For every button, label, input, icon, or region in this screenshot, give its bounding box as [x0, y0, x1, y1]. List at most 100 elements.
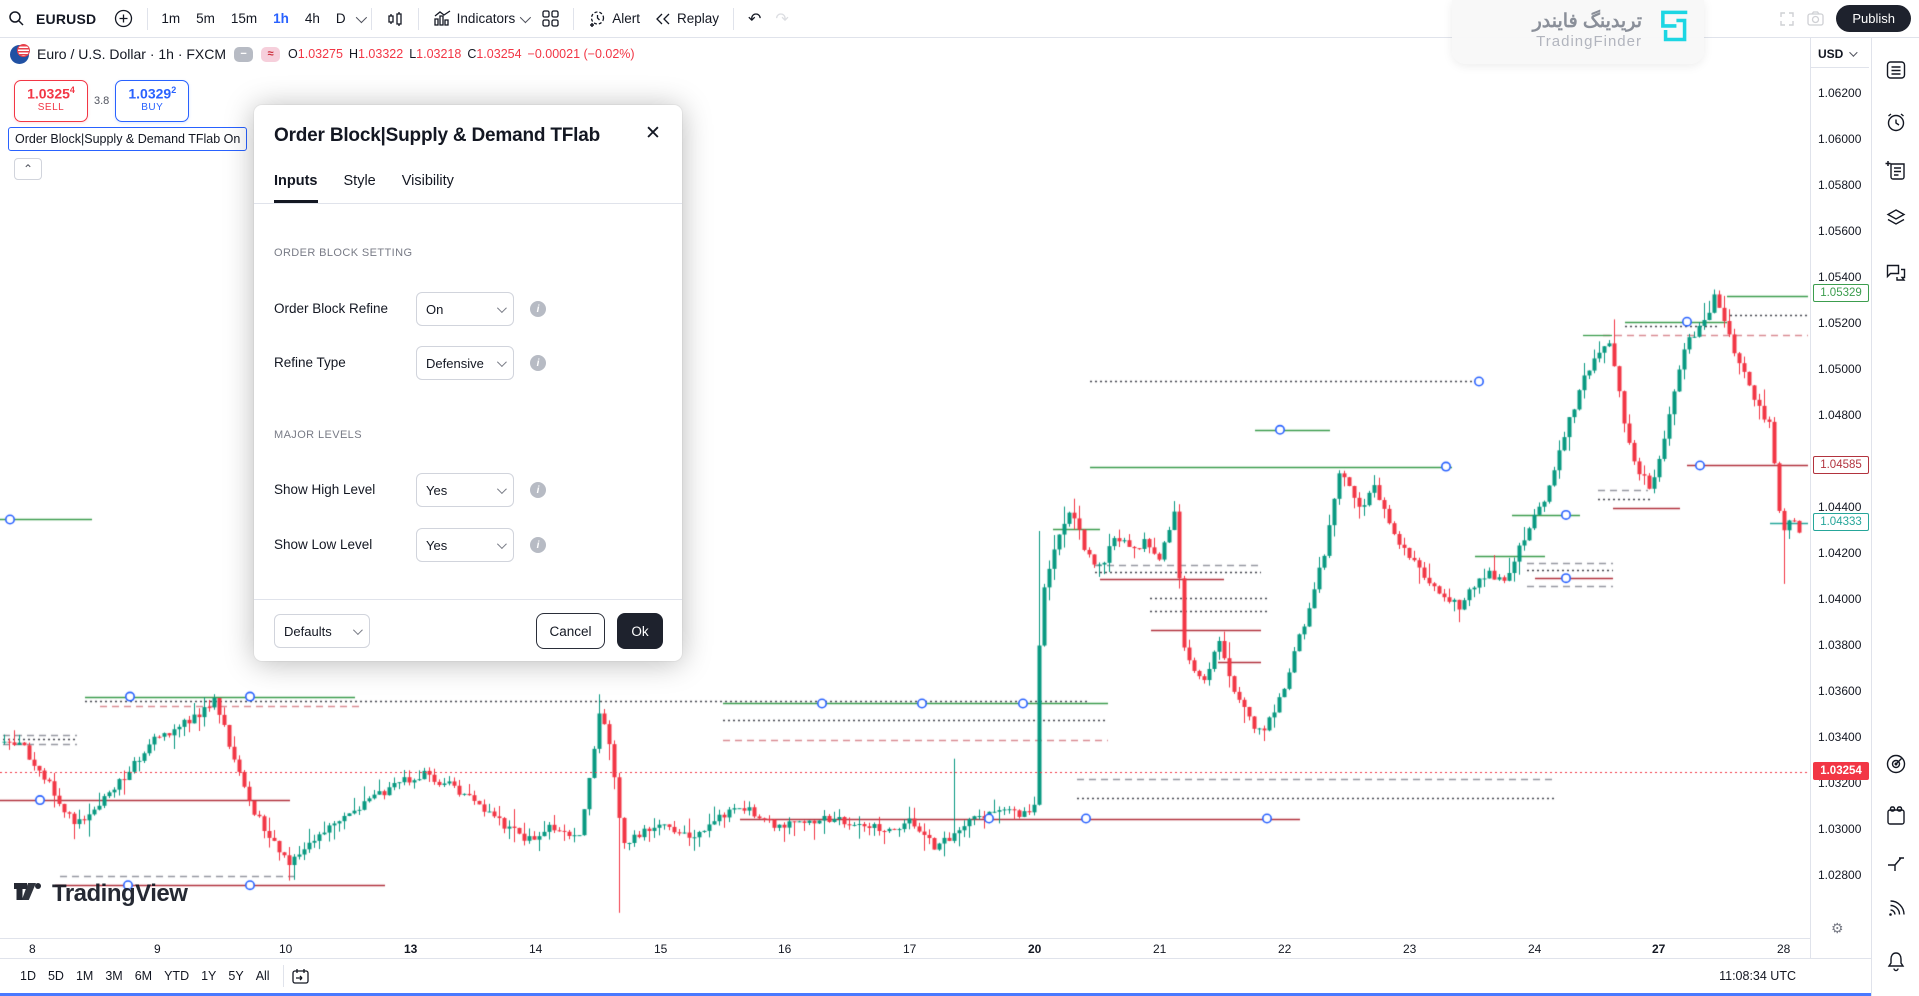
chat-icon[interactable] [1882, 258, 1910, 286]
row-label-show-high: Show High Level [274, 482, 376, 497]
dialog-title: Order Block|Supply & Demand TFlab [274, 125, 600, 146]
legend-approx-icon[interactable]: ≈ [261, 46, 281, 62]
info-icon[interactable]: i [530, 482, 546, 498]
info-icon[interactable]: i [530, 355, 546, 371]
time-tick: 13 [404, 942, 418, 956]
buy-button[interactable]: 1.03292 BUY [115, 80, 190, 122]
defaults-select[interactable]: Defaults [274, 614, 370, 648]
refine-type-select[interactable]: Defensive [416, 346, 514, 380]
select-value: Yes [426, 537, 448, 553]
tab-inputs[interactable]: Inputs [274, 173, 318, 203]
range-5y[interactable]: 5Y [228, 969, 244, 983]
price-tick: 1.02800 [1818, 868, 1862, 882]
show-high-level-select[interactable]: Yes [416, 473, 514, 507]
time-tick: 27 [1652, 942, 1666, 956]
timeframe-1h[interactable]: 1h [273, 11, 289, 26]
bottom-accent-strip [0, 993, 1919, 996]
timeframe-5m[interactable]: 5m [196, 11, 215, 26]
time-tick: 8 [29, 942, 36, 956]
timeframe-1m[interactable]: 1m [161, 11, 181, 26]
row-label-show-low: Show Low Level [274, 537, 373, 552]
time-axis[interactable]: 8 9 10 13 14 15 16 17 20 21 22 23 24 27 28 [0, 938, 1810, 958]
time-tick: 15 [654, 942, 668, 956]
toolbar-divider [370, 7, 372, 30]
notifications-bell-icon[interactable] [1882, 947, 1910, 975]
currency-toggle[interactable]: USD [1811, 41, 1869, 68]
chart-style-icon[interactable] [379, 6, 411, 32]
order-block-refine-select[interactable]: On [416, 292, 514, 326]
range-1m[interactable]: 1M [75, 969, 94, 983]
legend-hide-icon[interactable]: − [234, 46, 254, 62]
undo-icon[interactable]: ↶ [748, 10, 762, 28]
publish-button[interactable]: Publish [1836, 5, 1911, 32]
price-tick: 1.05000 [1818, 362, 1862, 376]
fullscreen-icon[interactable] [1779, 11, 1795, 27]
layout-grid-icon[interactable] [535, 6, 566, 31]
price-tick: 1.05400 [1818, 270, 1862, 284]
ohlc-values: O1.03275 H1.03322 L1.03218 C1.03254 −0.0… [288, 47, 635, 61]
replay-button[interactable]: Replay [647, 7, 726, 30]
toolbar-divider [573, 7, 575, 30]
ok-button[interactable]: Ok [617, 613, 663, 649]
alert-button[interactable]: Alert [581, 5, 647, 32]
tab-style[interactable]: Style [343, 173, 376, 189]
timeframe-15m[interactable]: 15m [230, 11, 258, 26]
legend-collapse-button[interactable]: ⌃ [14, 158, 42, 180]
info-icon[interactable]: i [530, 537, 546, 553]
alerts-clock-icon[interactable] [1882, 108, 1910, 136]
dialog-tabs: Inputs Style Visibility [254, 173, 682, 204]
watermark-latin-text: TradingFinder [1536, 33, 1642, 50]
utc-clock[interactable]: 11:08:34 UTC [1719, 969, 1796, 983]
change-value: −0.00021 (−0.02%) [527, 47, 635, 61]
watchlist-icon[interactable] [1882, 56, 1910, 84]
redo-icon[interactable]: ↷ [775, 10, 789, 28]
screener-radar-icon[interactable] [1882, 750, 1910, 778]
range-1y[interactable]: 1Y [201, 969, 217, 983]
news-note-icon[interactable] [1882, 156, 1910, 184]
screenshot-camera-icon[interactable] [1807, 11, 1825, 26]
timeframe-chevron-icon[interactable] [355, 11, 367, 23]
chart-legend[interactable]: Euro / U.S. Dollar · 1h · FXCM − ≈ O1.03… [10, 43, 635, 64]
search-icon[interactable] [8, 10, 25, 27]
range-3m[interactable]: 3M [105, 969, 123, 983]
time-tick: 28 [1777, 942, 1791, 956]
tradingview-logo-icon [14, 883, 44, 905]
trading-panel-icon[interactable] [1882, 849, 1910, 877]
timeframe-4h[interactable]: 4h [304, 11, 320, 26]
time-tick: 9 [154, 942, 161, 956]
range-6m[interactable]: 6M [134, 969, 153, 983]
symbol-button[interactable]: EURUSD [36, 10, 97, 27]
row-label-refine-type: Refine Type [274, 355, 346, 370]
symbol-description[interactable]: Euro / U.S. Dollar · 1h · FXCM [37, 46, 227, 62]
alert-clock-plus-icon [588, 9, 607, 28]
tab-visibility[interactable]: Visibility [401, 173, 454, 189]
tradingfinder-watermark: تریدینگ فایندر TradingFinder [1452, 0, 1704, 64]
cancel-button[interactable]: Cancel [536, 613, 605, 649]
price-axis[interactable]: USD 1.06200 1.06000 1.05800 1.05600 1.05400 1… [1810, 38, 1871, 958]
price-tick: 1.03000 [1818, 822, 1862, 836]
price-tick: 1.04400 [1818, 500, 1862, 514]
indicators-button[interactable]: Indicators [426, 6, 536, 31]
price-tick: 1.04200 [1818, 546, 1862, 560]
show-low-level-select[interactable]: Yes [416, 528, 514, 562]
calendar-icon[interactable] [1882, 802, 1910, 830]
indicator-legend-pill[interactable]: Order Block|Supply & Demand TFlab On [8, 127, 248, 151]
time-tick: 21 [1153, 942, 1167, 956]
info-icon[interactable]: i [530, 301, 546, 317]
compare-add-icon[interactable] [107, 5, 140, 32]
select-value: Yes [426, 482, 448, 498]
close-icon[interactable]: ✕ [645, 123, 661, 144]
row-label-refine: Order Block Refine [274, 301, 389, 316]
range-5d[interactable]: 5D [47, 969, 64, 983]
section-order-block-setting: ORDER BLOCK SETTING [274, 247, 413, 259]
timeframe-D[interactable]: D [335, 11, 346, 26]
broadcast-icon[interactable] [1882, 895, 1910, 923]
go-to-date-calendar-icon[interactable] [291, 967, 310, 985]
range-all[interactable]: All [255, 969, 270, 983]
axis-settings-gear-icon[interactable]: ⚙ [1831, 920, 1844, 936]
object-tree-icon[interactable] [1882, 204, 1910, 232]
range-ytd[interactable]: YTD [164, 969, 190, 983]
sell-button[interactable]: 1.03254 SELL [14, 80, 88, 122]
range-1d[interactable]: 1D [20, 969, 36, 983]
section-major-levels: MAJOR LEVELS [274, 429, 362, 441]
